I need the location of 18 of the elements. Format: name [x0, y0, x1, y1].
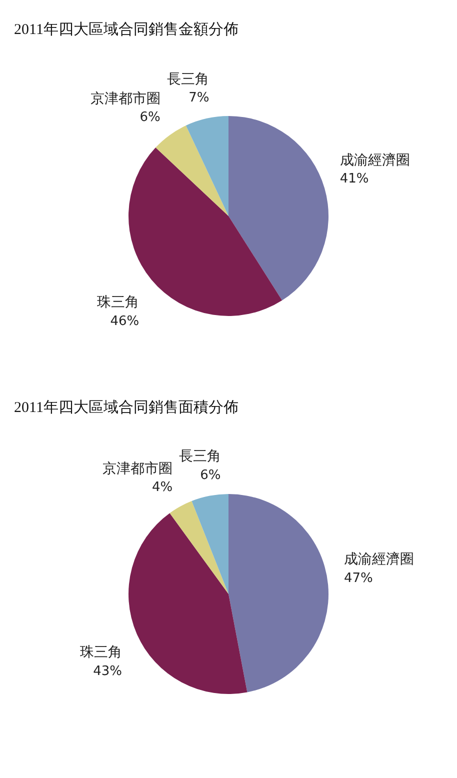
- chart-title: 2011年四大區域合同銷售面積分佈: [13, 398, 240, 418]
- slice-label: 珠三角: [80, 644, 122, 661]
- data-label: 41%: [340, 172, 369, 187]
- slice-label: 京津都市圈: [90, 90, 160, 107]
- data-label: 6%: [200, 468, 221, 483]
- data-label: 7%: [188, 90, 210, 106]
- slice-label: 京津都市圈: [102, 460, 173, 477]
- data-label: 6%: [140, 110, 160, 126]
- data-label: 43%: [93, 664, 122, 679]
- data-label: 47%: [344, 570, 373, 586]
- chart-title: 2011年四大區域合同銷售金額分佈: [13, 20, 240, 40]
- slice-label: 長三角: [178, 448, 221, 465]
- slice-label: 長三角: [167, 71, 210, 88]
- slice-label: 珠三角: [97, 294, 140, 311]
- slice-label: 成渝經濟圈: [344, 552, 414, 568]
- slice-label: 成渝經濟圈: [340, 152, 410, 168]
- data-label: 46%: [110, 314, 140, 329]
- data-label: 4%: [152, 480, 173, 496]
